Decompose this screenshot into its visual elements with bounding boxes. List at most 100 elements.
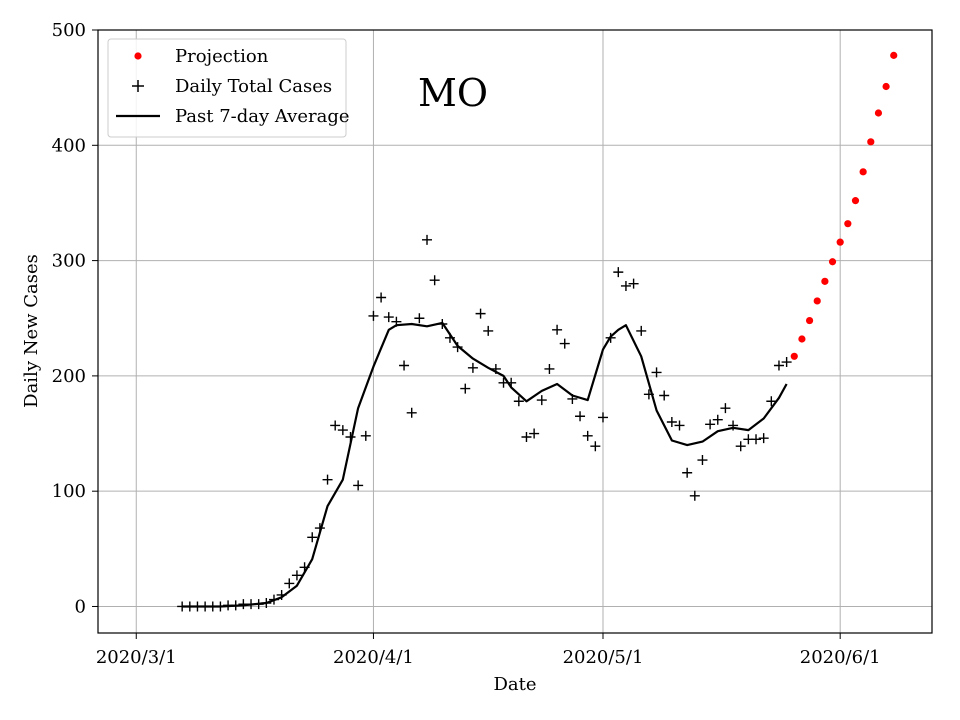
axis-ticks: 2020/3/1 2020/4/1 2020/5/1 2020/6/1 0 100 200 3… (52, 20, 881, 668)
daily-point (368, 310, 379, 321)
projection-point (859, 168, 867, 176)
x-tick-label: 2020/5/1 (563, 647, 644, 668)
daily-point (284, 578, 295, 589)
projection-point (805, 316, 814, 325)
daily-point (735, 441, 746, 452)
y-tick-label: 500 (52, 20, 86, 41)
x-axis-label: Date (493, 674, 536, 695)
daily-point (712, 414, 723, 425)
legend-projection-label: Projection (175, 46, 269, 67)
y-tick-label: 300 (52, 251, 86, 272)
projection-point (851, 197, 860, 205)
daily-point (291, 570, 302, 581)
daily-point (230, 600, 241, 611)
average-line-layer (182, 321, 788, 608)
projection-point (874, 109, 883, 117)
x-tick-label: 2020/4/1 (333, 647, 414, 668)
projection-layer (790, 51, 898, 360)
daily-point (444, 332, 455, 343)
daily-point (391, 316, 402, 327)
daily-point (215, 601, 226, 612)
daily-point (536, 395, 547, 406)
y-axis-label: Daily New Cases (21, 254, 42, 408)
daily-point (705, 419, 716, 430)
daily-point (330, 420, 341, 431)
daily-point (758, 433, 769, 444)
daily-point (253, 599, 264, 610)
daily-point (521, 431, 532, 442)
y-tick-label: 0 (75, 596, 86, 617)
daily-point (337, 425, 348, 436)
y-tick-label: 400 (52, 135, 86, 156)
daily-point (376, 292, 387, 303)
daily-point (773, 360, 784, 371)
daily-point (299, 562, 310, 573)
daily-point (307, 532, 318, 543)
plot-area-frame (97, 29, 933, 634)
projection-point (821, 277, 829, 285)
legend-daily-label: Daily Total Cases (175, 76, 332, 97)
daily-point (490, 363, 501, 374)
daily-cases-layer (177, 234, 792, 612)
daily-point (483, 325, 494, 336)
projection-point (798, 335, 806, 343)
daily-point (613, 267, 624, 278)
projection-point (890, 51, 898, 59)
daily-point (674, 420, 685, 431)
x-tick-label: 2020/3/1 (96, 647, 177, 668)
daily-point (575, 411, 586, 422)
daily-point (276, 589, 287, 600)
daily-point (590, 441, 601, 452)
daily-point (552, 324, 563, 335)
projection-point (813, 297, 821, 305)
daily-point (659, 390, 670, 401)
daily-point (353, 480, 364, 491)
daily-point (383, 312, 394, 323)
daily-point (360, 430, 371, 441)
daily-point (406, 407, 417, 418)
projection-point (882, 82, 890, 91)
daily-point (314, 523, 325, 534)
daily-point (513, 396, 524, 407)
daily-point (399, 360, 410, 371)
x-tick-label: 2020/6/1 (800, 647, 881, 668)
daily-point (345, 431, 356, 442)
chart-annotation: MO (418, 71, 488, 115)
daily-point (261, 598, 272, 609)
daily-point (682, 467, 693, 478)
daily-point (651, 367, 662, 378)
daily-point (437, 319, 448, 330)
projection-point (790, 352, 798, 360)
legend: Projection Daily Total Cases Past 7-day … (107, 38, 350, 138)
daily-point (597, 412, 608, 423)
y-tick-label: 100 (52, 481, 86, 502)
daily-point (268, 594, 279, 605)
daily-point (628, 278, 639, 289)
daily-point (559, 338, 570, 349)
daily-point (422, 234, 433, 245)
daily-point (697, 455, 708, 466)
daily-point (728, 420, 739, 431)
daily-point (452, 342, 463, 353)
daily-point (506, 377, 517, 388)
daily-point (605, 332, 616, 343)
average-line (182, 321, 788, 608)
projection-point (836, 238, 844, 246)
daily-point (689, 490, 700, 501)
daily-point (766, 396, 777, 407)
legend-projection-marker (134, 52, 142, 60)
daily-point (751, 434, 762, 445)
projection-point (867, 138, 875, 146)
projection-point (828, 258, 837, 266)
legend-daily-marker (132, 80, 144, 92)
daily-point (636, 325, 647, 336)
legend-average-label: Past 7-day Average (175, 106, 350, 127)
daily-point (781, 357, 792, 368)
daily-point (720, 403, 731, 414)
daily-point (620, 280, 631, 291)
daily-point (567, 393, 578, 404)
daily-point (544, 363, 555, 374)
daily-point (429, 275, 440, 286)
projection-point (844, 220, 852, 228)
